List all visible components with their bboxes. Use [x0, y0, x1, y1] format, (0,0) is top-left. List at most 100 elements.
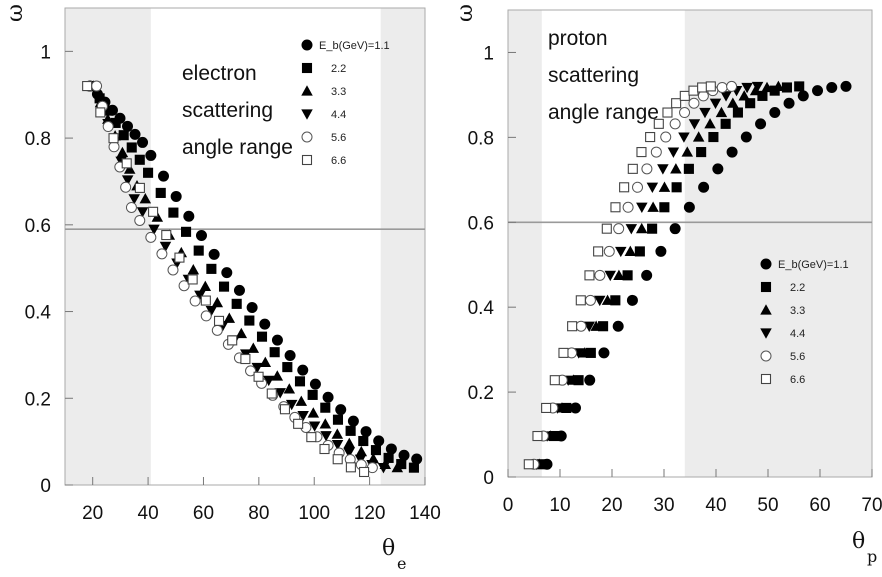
- shaded-region-1: [65, 8, 151, 485]
- data-point: [233, 284, 245, 296]
- annotation-line-3: angle range: [548, 101, 659, 124]
- data-point: [122, 120, 134, 132]
- data-point: [125, 201, 137, 213]
- data-point: [345, 462, 356, 473]
- x-tick-label-1: 20: [82, 503, 103, 524]
- data-point: [259, 356, 272, 367]
- data-point: [683, 163, 694, 174]
- data-point: [262, 375, 275, 387]
- legend-label-5: 5.6: [790, 351, 805, 363]
- data-point: [610, 295, 621, 306]
- data-point: [657, 164, 669, 175]
- series-1: [84, 80, 423, 465]
- data-point: [221, 267, 233, 279]
- data-point: [332, 454, 343, 465]
- data-point: [593, 246, 604, 257]
- data-point: [575, 320, 587, 332]
- data-point: [377, 463, 390, 474]
- data-point: [670, 163, 682, 174]
- data-point: [134, 182, 145, 193]
- data-point: [231, 298, 242, 309]
- data-point: [320, 402, 331, 413]
- data-point: [347, 415, 359, 427]
- data-point: [183, 210, 195, 222]
- data-point: [584, 294, 596, 306]
- data-point: [245, 365, 257, 377]
- y-tick-label-3: 0.4: [25, 303, 52, 324]
- data-point: [156, 248, 168, 260]
- data-point: [688, 85, 699, 96]
- data-point: [662, 107, 673, 118]
- legend-marker-4: [301, 109, 313, 120]
- x-tick-label-7: 140: [409, 503, 441, 524]
- data-point: [740, 131, 752, 143]
- x-tick-label-3: 60: [193, 503, 214, 524]
- data-point: [558, 347, 569, 358]
- data-point: [223, 312, 236, 323]
- data-point: [95, 107, 106, 118]
- data-point: [647, 201, 659, 212]
- data-point: [116, 146, 129, 158]
- data-point: [345, 425, 356, 436]
- data-point: [168, 207, 179, 218]
- data-point: [155, 187, 166, 198]
- data-point: [745, 98, 756, 109]
- data-point: [211, 324, 223, 336]
- data-point: [549, 375, 560, 386]
- data-point: [246, 302, 258, 314]
- data-point: [715, 106, 728, 118]
- data-point: [683, 201, 695, 213]
- data-point: [322, 391, 334, 403]
- data-point: [653, 118, 664, 129]
- shaded-region-2: [380, 8, 425, 485]
- data-point: [370, 445, 381, 456]
- data-point: [319, 443, 330, 455]
- y-tick-label-6: 1: [40, 42, 51, 63]
- y-tick-label-5: 0.8: [25, 129, 51, 150]
- data-point: [636, 202, 648, 214]
- data-point: [213, 315, 225, 326]
- data-point: [297, 364, 309, 376]
- data-point: [283, 383, 296, 394]
- data-point: [373, 435, 385, 447]
- y-tick-label-4: 0.6: [25, 216, 51, 237]
- data-point: [720, 91, 732, 102]
- data-point: [200, 310, 212, 322]
- data-point: [698, 181, 710, 193]
- annotation-line-2: scattering: [548, 64, 639, 87]
- data-point: [205, 305, 218, 317]
- x-tick-label-6: 50: [757, 495, 778, 516]
- data-point: [660, 131, 672, 143]
- x-axis-label-sub: e: [397, 554, 406, 573]
- data-point: [755, 118, 767, 130]
- series-5: [528, 80, 738, 470]
- legend-marker-3: [301, 85, 313, 96]
- x-tick-label-8: 70: [861, 495, 882, 516]
- x-tick-label-6: 120: [354, 503, 386, 524]
- data-point: [297, 411, 309, 422]
- y-tick-label-4: 0.6: [468, 213, 494, 234]
- data-point: [193, 245, 204, 256]
- data-point: [145, 231, 157, 243]
- x-tick-label-5: 40: [705, 495, 726, 516]
- data-point: [227, 335, 238, 346]
- data-point: [359, 466, 370, 478]
- legend-marker-2: [301, 62, 313, 74]
- x-axis-label: θ: [852, 529, 865, 554]
- y-tick-label-5: 0.8: [468, 128, 494, 149]
- data-point: [622, 201, 634, 213]
- data-point: [749, 84, 762, 96]
- legend-marker-6: [760, 373, 772, 385]
- x-tick-label-7: 60: [809, 495, 830, 516]
- annotation-line-3: angle range: [182, 136, 293, 159]
- data-point: [136, 207, 149, 218]
- data-point: [285, 399, 298, 411]
- legend: E_b(GeV)=1.1 2.2 3.3 4.4 5.6 6.6: [301, 39, 390, 167]
- y-axis-label: ω: [3, 4, 28, 22]
- data-point: [195, 230, 207, 242]
- data-point: [708, 131, 719, 143]
- data-point: [200, 295, 211, 306]
- series-6: [523, 81, 716, 470]
- data-point: [658, 181, 671, 192]
